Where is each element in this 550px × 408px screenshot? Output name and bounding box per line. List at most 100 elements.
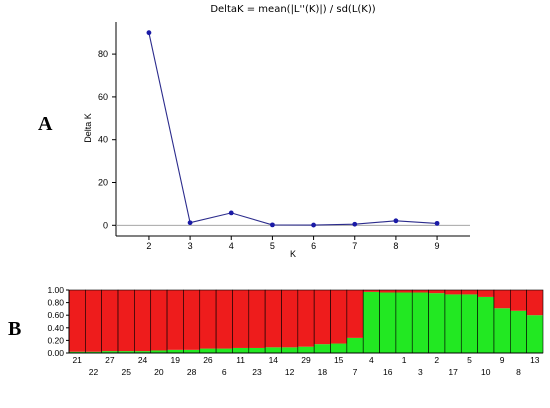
bar-category-label: 14 <box>269 355 279 365</box>
bar-segment-green <box>510 310 527 353</box>
bar-segment-green <box>248 347 266 353</box>
bar-segment-red <box>265 290 282 348</box>
chart-b-ytick-label: 1.00 <box>47 285 64 295</box>
bar-segment-red <box>510 290 527 311</box>
chart-a-xlabel: K <box>290 249 296 259</box>
bar-segment-red <box>183 290 200 350</box>
bar-category-label: 2 <box>434 355 439 365</box>
bar-segment-green <box>167 349 184 353</box>
bar-segment-red <box>330 290 347 344</box>
bar-segment-red <box>297 290 315 347</box>
bar-segment-red <box>167 290 184 350</box>
bar-segment-red <box>281 290 298 348</box>
bar-category-label: 4 <box>369 355 374 365</box>
chart-a-xtick-label: 9 <box>435 241 440 251</box>
bar-category-label: 15 <box>334 355 344 365</box>
bar-segment-red <box>526 290 543 316</box>
chart-a-ytick-label: 80 <box>98 49 108 59</box>
bar-segment-green <box>526 315 543 353</box>
panel-a-label: A <box>38 113 53 135</box>
bar-segment-red <box>199 290 217 349</box>
deltak-point <box>434 220 440 226</box>
chart-b-ytick-label: 0.60 <box>47 310 64 320</box>
bar-category-label: 25 <box>121 367 131 377</box>
bar-segment-red <box>363 290 380 292</box>
bar-category-label: 1 <box>402 355 407 365</box>
chart-a-ytick-label: 40 <box>98 135 108 145</box>
deltak-point <box>352 221 358 227</box>
bar-segment-green <box>297 346 315 353</box>
bar-category-label: 13 <box>530 355 540 365</box>
bar-category-label: 6 <box>222 367 227 377</box>
chart-a-xtick-label: 7 <box>352 241 357 251</box>
bar-segment-green <box>281 347 298 353</box>
bar-segment-green <box>69 351 86 353</box>
bar-segment-red <box>493 290 511 309</box>
bar-segment-red <box>477 290 494 297</box>
chart-a-ytick-label: 20 <box>98 178 108 188</box>
bar-category-label: 27 <box>105 355 115 365</box>
bar-category-label: 8 <box>516 367 521 377</box>
bar-segment-red <box>444 290 462 295</box>
bar-segment-green <box>232 347 249 353</box>
bar-segment-red <box>248 290 266 348</box>
bar-segment-green <box>183 349 200 353</box>
bar-segment-green <box>216 348 233 353</box>
bar-segment-green <box>134 351 151 353</box>
chart-a-ylabel: Delta K <box>83 113 93 143</box>
bar-segment-green <box>85 351 102 353</box>
bar-segment-red <box>150 290 168 351</box>
bar-segment-red <box>461 290 478 295</box>
bar-segment-red <box>216 290 233 349</box>
deltak-series-line <box>148 32 438 226</box>
bar-category-label: 11 <box>236 355 245 365</box>
bar-segment-green <box>118 351 135 353</box>
bar-segment-green <box>101 351 119 353</box>
deltak-point <box>228 210 234 216</box>
bar-category-label: 21 <box>72 355 82 365</box>
deltak-point <box>146 30 152 36</box>
bar-category-label: 23 <box>252 367 262 377</box>
chart-a-xtick-label: 3 <box>188 241 193 251</box>
bar-category-label: 5 <box>467 355 472 365</box>
bar-segment-red <box>118 290 135 352</box>
bar-category-label: 9 <box>500 355 505 365</box>
bar-segment-green <box>493 308 511 353</box>
bar-segment-green <box>346 337 364 353</box>
bar-category-label: 20 <box>154 367 164 377</box>
bar-category-label: 12 <box>285 367 295 377</box>
bar-segment-green <box>314 344 331 353</box>
bar-category-label: 10 <box>481 367 491 377</box>
bar-category-label: 28 <box>187 367 197 377</box>
chart-a-xtick-label: 2 <box>146 241 151 251</box>
bar-segment-red <box>101 290 119 352</box>
chart-a-ytick-label: 0 <box>103 220 108 230</box>
bar-category-label: 19 <box>171 355 181 365</box>
chart-b-bars <box>68 289 544 354</box>
bar-segment-green <box>199 348 217 353</box>
chart-b-axes <box>68 290 543 354</box>
bar-segment-red <box>134 290 151 352</box>
bar-category-label: 26 <box>203 355 213 365</box>
bar-segment-red <box>232 290 249 348</box>
bar-segment-red <box>85 290 102 352</box>
bar-category-label: 18 <box>318 367 328 377</box>
bar-segment-green <box>444 294 462 353</box>
chart-a-title: DeltaK = mean(|L''(K)|) / sd(L(K)) <box>210 4 375 15</box>
bar-segment-green <box>412 292 429 353</box>
bar-category-label: 16 <box>383 367 393 377</box>
bar-category-label: 24 <box>138 355 148 365</box>
bar-segment-red <box>412 290 429 293</box>
bar-segment-green <box>428 293 445 353</box>
chart-a-xtick-label: 6 <box>311 241 316 251</box>
bar-category-label: 22 <box>89 367 99 377</box>
bar-segment-green <box>477 296 494 353</box>
deltak-point <box>187 220 193 226</box>
bar-segment-green <box>150 350 168 353</box>
bar-segment-red <box>314 290 331 345</box>
bar-segment-red <box>395 290 413 293</box>
bar-category-label: 29 <box>301 355 311 365</box>
bar-segment-green <box>265 347 282 353</box>
chart-b-ytick-label: 0.80 <box>47 298 64 308</box>
